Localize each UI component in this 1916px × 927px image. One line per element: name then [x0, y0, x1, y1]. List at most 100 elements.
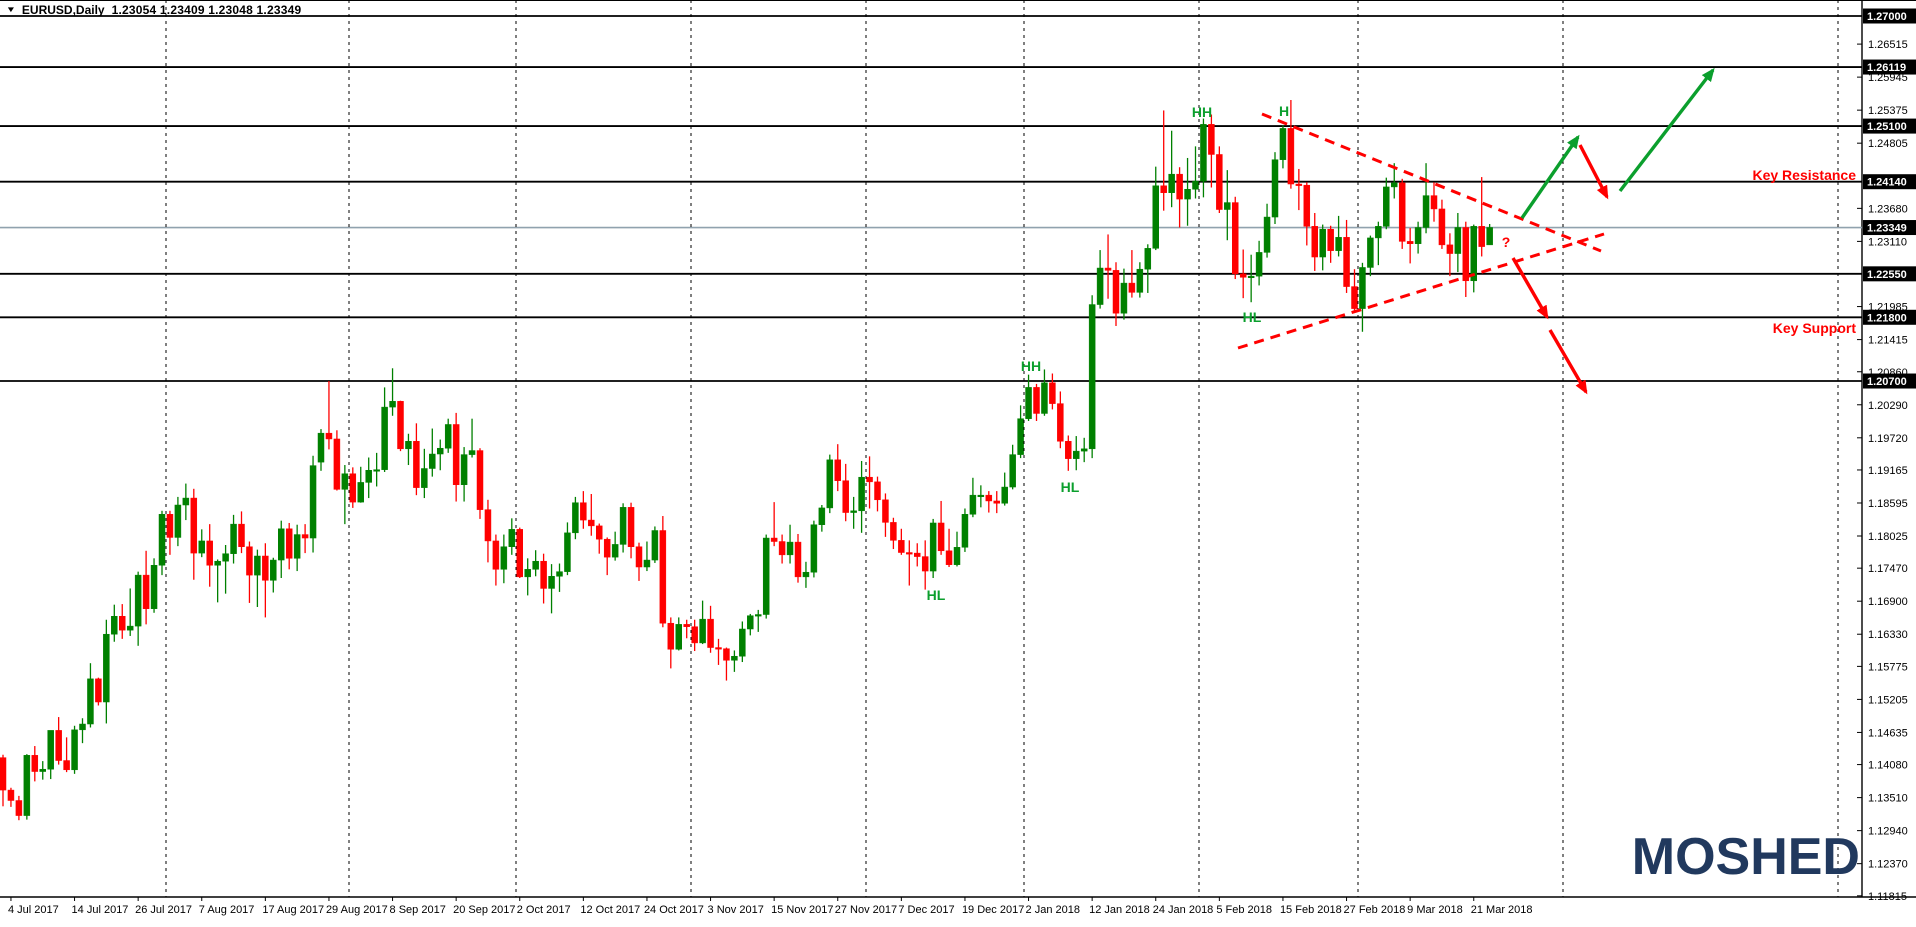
candle-body [572, 502, 579, 534]
price-axis[interactable]: 1.26515 1.25945 1.25375 1.24805 1.23680 1.231… [1857, 8, 1916, 903]
candles-layer [0, 100, 1493, 821]
candle-body [611, 544, 619, 558]
candle-body [63, 760, 70, 771]
candle-body [1096, 267, 1104, 305]
chart-dropdown-icon[interactable]: ▼ [5, 5, 17, 14]
candle-body [659, 530, 667, 624]
candle-body [627, 507, 635, 547]
candle-body [1398, 182, 1406, 242]
pennant-trendline[interactable] [1261, 112, 1602, 253]
candle-body [945, 550, 953, 565]
date-tick-label: 7 Dec 2017 [898, 904, 954, 916]
candle-body [762, 537, 770, 615]
candle-body [977, 494, 985, 498]
projection-arrow-green[interactable] [1520, 134, 1580, 219]
candle-body [119, 616, 126, 631]
candle-body [444, 424, 452, 449]
date-tick-label: 26 Jul 2017 [135, 904, 192, 916]
candle-body [460, 454, 468, 485]
candle-body [1112, 270, 1120, 314]
candle-body [993, 500, 1000, 504]
candle-body [381, 406, 388, 470]
candle-body [937, 522, 945, 552]
price-level-box [1863, 220, 1916, 236]
candle-body [1287, 128, 1295, 185]
candle-body [214, 560, 221, 566]
candle-body [87, 678, 94, 725]
date-axis[interactable]: 4 Jul 2017 14 Jul 2017 26 Jul 2017 7 Aug 20… [8, 897, 1533, 916]
candle-body [1080, 448, 1088, 452]
candle-body [71, 729, 78, 771]
price-level-box-label: 1.22550 [1867, 269, 1907, 281]
candle-body [190, 497, 198, 554]
candle-body [858, 476, 865, 512]
candle-body [79, 723, 86, 731]
candle-body [580, 502, 587, 521]
candle-body [1073, 450, 1080, 459]
candle-body [270, 559, 277, 581]
price-tick-label: 1.19720 [1868, 433, 1908, 445]
candle-body [206, 540, 213, 566]
candle-body [1208, 124, 1215, 155]
candle-body [500, 546, 508, 570]
projection-arrow-red[interactable] [1511, 257, 1549, 320]
annotation-label: HH [1192, 104, 1212, 120]
candle-body [158, 514, 166, 566]
candle-body [1168, 173, 1175, 193]
candle-body [985, 494, 993, 502]
projection-arrow-green[interactable] [1618, 67, 1715, 193]
candle-body [484, 509, 492, 542]
chart-ohlc-quote: 1.23054 1.23409 1.23048 1.23349 [111, 3, 302, 17]
candle-body [238, 523, 245, 547]
date-tick-label: 21 Mar 2018 [1471, 904, 1533, 916]
candle-body [1041, 382, 1048, 414]
projection-arrow-red[interactable] [1548, 329, 1588, 395]
candle-body [95, 678, 102, 703]
candle-body [397, 401, 404, 450]
annotation-label: H [1279, 103, 1289, 119]
candle-body [1009, 454, 1016, 488]
candle-body [540, 560, 547, 589]
candle-body [365, 469, 372, 483]
candle-body [39, 768, 46, 772]
candle-body [174, 504, 182, 538]
candle-body [683, 624, 690, 627]
candle-body [1478, 226, 1485, 247]
date-tick-label: 2 Jan 2018 [1026, 904, 1080, 916]
candle-body [7, 789, 15, 801]
candle-body [770, 537, 778, 542]
candle-body [1120, 282, 1128, 314]
price-tick-label: 1.15205 [1868, 694, 1908, 706]
candle-body [755, 614, 762, 617]
candle-body [1001, 486, 1008, 504]
candle-body [182, 497, 190, 506]
watermark-logo: MOSHED [1631, 828, 1860, 886]
date-tick-label: 24 Oct 2017 [644, 904, 704, 916]
candle-body [1239, 273, 1247, 278]
candle-body [0, 757, 7, 791]
candle-body [1375, 226, 1382, 239]
price-level-box [1863, 266, 1916, 282]
candle-body [1454, 227, 1462, 254]
candle-body [31, 755, 39, 772]
projection-arrow-red[interactable] [1578, 144, 1609, 200]
candle-body [890, 522, 897, 541]
candle-body [1470, 226, 1477, 282]
annotation-label: HL [1243, 309, 1262, 325]
candle-body [715, 647, 722, 650]
pennant-trendline[interactable] [1237, 232, 1605, 350]
candle-body [357, 482, 364, 503]
date-tick-label: 9 Mar 2018 [1407, 904, 1463, 916]
candle-body [1367, 237, 1374, 268]
candle-body [293, 534, 301, 559]
price-tick-label: 1.12940 [1868, 826, 1908, 838]
price-tick-label: 1.26515 [1868, 39, 1908, 51]
candle-body [1279, 128, 1287, 160]
date-tick-label: 12 Jan 2018 [1089, 904, 1150, 916]
candle-body [1391, 182, 1398, 188]
price-tick-label: 1.18025 [1868, 531, 1908, 543]
candle-body [1422, 195, 1430, 228]
candle-body [1335, 237, 1342, 251]
